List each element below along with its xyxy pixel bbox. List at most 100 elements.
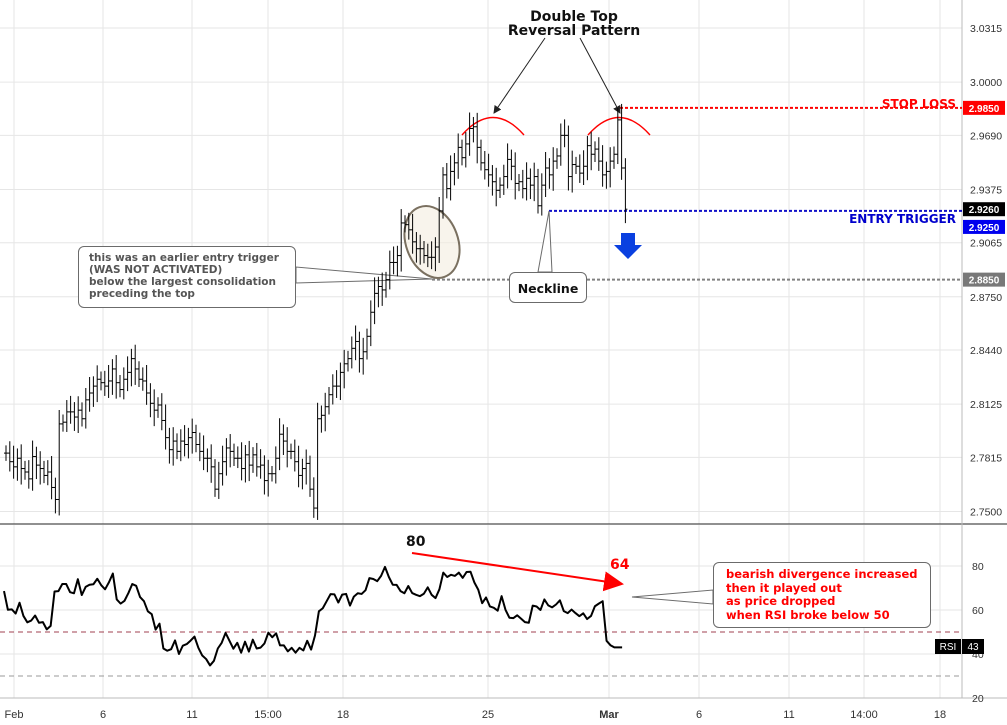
earlier-trigger-note-line: this was an earlier entry trigger bbox=[89, 252, 279, 264]
ohlc-bar bbox=[600, 145, 605, 187]
ohlc-bar bbox=[547, 158, 552, 189]
neckline-note: Neckline bbox=[509, 272, 587, 303]
ohlc-bar bbox=[566, 125, 571, 191]
ohlc-bar bbox=[437, 197, 442, 263]
ohlc-bar bbox=[64, 400, 69, 432]
ohlc-bar bbox=[593, 141, 597, 162]
rsi-tick-label: 60 bbox=[972, 605, 984, 617]
ohlc-bar bbox=[414, 232, 419, 263]
ohlc-bar bbox=[384, 271, 388, 298]
ohlc-bar bbox=[539, 173, 544, 216]
ohlc-bar bbox=[441, 167, 445, 219]
time-tick-label: Mar bbox=[599, 709, 619, 721]
ohlc-bar bbox=[296, 445, 301, 488]
price-tag-value: 2.9260 bbox=[969, 205, 1000, 216]
ohlc-bar bbox=[456, 133, 461, 179]
ohlc-bar bbox=[577, 154, 582, 183]
ohlc-bar bbox=[368, 300, 373, 347]
ohlc-bar bbox=[285, 427, 290, 468]
ohlc-bar bbox=[467, 112, 472, 156]
ohlc-bar bbox=[140, 367, 145, 391]
ohlc-bar bbox=[224, 438, 229, 476]
ohlc-bar bbox=[156, 397, 160, 418]
price-levels bbox=[432, 106, 962, 281]
time-tick-label: 14:00 bbox=[850, 709, 878, 721]
price-tick-label: 3.0315 bbox=[970, 23, 1002, 35]
earlier-trigger-note-line: below the largest consolidation bbox=[89, 276, 276, 288]
time-tick-label: 6 bbox=[100, 709, 106, 721]
ohlc-bar bbox=[524, 162, 529, 201]
divergence-note-line: as price dropped bbox=[726, 594, 836, 608]
ohlc-bar bbox=[125, 356, 130, 392]
ohlc-bar bbox=[182, 425, 187, 457]
price-tick-label: 2.7500 bbox=[970, 507, 1002, 519]
price-grid bbox=[0, 0, 1007, 699]
ohlc-bar bbox=[585, 135, 590, 181]
ohlc-bar bbox=[205, 448, 210, 473]
ohlc-bar bbox=[68, 395, 73, 424]
ohlc-bar bbox=[270, 465, 274, 482]
entry-trigger-label: ENTRY TRIGGER bbox=[849, 212, 956, 226]
ohlc-bar bbox=[38, 451, 43, 485]
ohlc-bar bbox=[83, 388, 88, 429]
ohlc-bar bbox=[452, 153, 457, 186]
ohlc-bar bbox=[391, 246, 396, 275]
rsi-value-tag: RSI 43 bbox=[935, 639, 984, 654]
price-tick-label: 2.8750 bbox=[970, 292, 1002, 304]
ohlc-bar bbox=[570, 150, 575, 193]
ohlc-bar bbox=[232, 443, 236, 466]
rsi-axis: 80 60 40 20 bbox=[972, 561, 984, 705]
ohlc-bar bbox=[163, 404, 168, 450]
ohlc-bar bbox=[106, 364, 111, 398]
ohlc-bar bbox=[623, 158, 628, 224]
time-tick-label: 18 bbox=[934, 709, 946, 721]
earlier-trigger-pointer bbox=[295, 266, 433, 284]
price-level-labels: 2.9850 2.9260 2.9250 2.8850 bbox=[963, 100, 1005, 287]
stop-loss-label: STOP LOSS bbox=[882, 97, 956, 111]
ohlc-bar bbox=[209, 444, 214, 483]
price-tick-label: 2.8125 bbox=[970, 399, 1002, 411]
time-tick-label: 25 bbox=[482, 709, 494, 721]
ohlc-bar bbox=[323, 392, 328, 432]
down-arrow-icon bbox=[614, 233, 642, 259]
ohlc-bar bbox=[574, 156, 578, 174]
ohlc-bar bbox=[258, 449, 263, 479]
ohlc-bar bbox=[228, 434, 233, 468]
ohlc-bar bbox=[463, 132, 468, 168]
earlier-trigger-note: this was an earlier entry trigger (WAS N… bbox=[78, 246, 296, 308]
divergence-note-line: bearish divergence increased bbox=[726, 567, 918, 581]
ohlc-bar bbox=[338, 362, 343, 401]
ohlc-bar bbox=[361, 337, 366, 375]
ohlc-bar bbox=[425, 243, 430, 268]
ohlc-bar bbox=[304, 449, 309, 485]
rsi-pane: RSI 43 bbox=[0, 552, 984, 677]
ohlc-bar bbox=[422, 240, 426, 264]
price-tag-bg bbox=[963, 219, 1005, 234]
rsi-line bbox=[3, 565, 623, 667]
ohlc-bar bbox=[137, 361, 141, 387]
ohlc-bar bbox=[604, 161, 609, 189]
ohlc-bar bbox=[118, 374, 122, 398]
ohlc-bar bbox=[501, 164, 506, 195]
ohlc-bar bbox=[589, 131, 594, 171]
ohlc-bar bbox=[342, 349, 347, 389]
ohlc-bar bbox=[311, 477, 316, 518]
divergence-trend-line bbox=[411, 552, 624, 592]
ohlc-bar bbox=[403, 215, 407, 233]
ohlc-bar bbox=[376, 276, 381, 308]
ohlc-bar bbox=[80, 402, 84, 427]
price-level-tag: 2.9850 bbox=[963, 100, 1005, 115]
ohlc-bar bbox=[178, 429, 183, 462]
ohlc-bar bbox=[95, 365, 100, 403]
price-tag-value: 2.9850 bbox=[969, 104, 1000, 115]
ohlc-bar bbox=[327, 386, 331, 415]
ohlc-bar bbox=[76, 396, 81, 434]
ohlc-bar bbox=[448, 155, 453, 201]
rsi-tick-label: 40 bbox=[972, 649, 984, 661]
price-level-tag: 2.8850 bbox=[963, 272, 1005, 287]
time-tick-label: 11 bbox=[783, 709, 794, 721]
ohlc-bar bbox=[26, 460, 31, 489]
ohlc-bar bbox=[330, 374, 335, 405]
ohlc-bar bbox=[543, 152, 548, 198]
ohlc-bar bbox=[114, 355, 119, 399]
